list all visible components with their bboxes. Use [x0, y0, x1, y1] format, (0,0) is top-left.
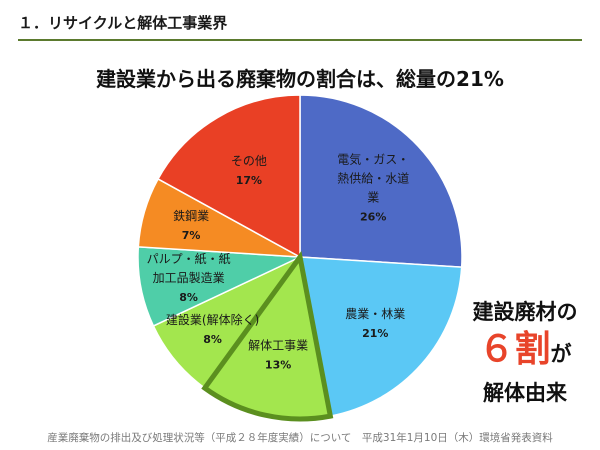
- pie-slice-label-6: その他 17%: [231, 154, 267, 187]
- pie-slice-label-0: 電気・ガス・熱供給・水道業 26%: [337, 152, 409, 224]
- callout-line3: 解体由来: [483, 381, 567, 405]
- callout-box: 建設廃材の ６割が 解体由来: [455, 298, 595, 408]
- pie-slice-name-1-0: 農業・林業: [345, 307, 405, 321]
- chart-title: 建設業から出る廃棄物の割合は、総量の21%: [96, 67, 504, 91]
- pie-slice-name-4-1: 加工品製造業: [153, 271, 225, 285]
- pie-slice-name-2-0: 解体工事業: [248, 339, 308, 353]
- pie-slice-0: [299, 94, 463, 268]
- callout-suffix: が: [550, 342, 572, 366]
- pie-slice-highlight-outline: [201, 250, 334, 422]
- pie-slice-value-1: 21%: [362, 327, 388, 340]
- pie-slice-label-3: 建設業(解体除く) 8%: [166, 312, 259, 346]
- pie-slice-6: [157, 94, 301, 259]
- pie-slice-1: [299, 256, 463, 418]
- source-note: 産業廃棄物の排出及び処理状況等（平成２８年度実績）について 平成31年1月10日…: [47, 432, 553, 444]
- pie-slice-name-6-0: その他: [231, 154, 267, 168]
- callout-line2: ６割が: [455, 330, 595, 376]
- callout-line1: 建設廃材の: [472, 300, 578, 324]
- pie-slice-label-5: 鉄鋼業 7%: [173, 208, 209, 242]
- pie-slice-name-0-0: 電気・ガス・: [337, 152, 409, 167]
- pie-slice-name-3-0: 建設業(解体除く): [166, 312, 259, 327]
- pie-slice-labels: 電気・ガス・熱供給・水道業 26% 農業・林業 21% 解体工事業 13% 建設業(解体除く…: [147, 152, 410, 372]
- pie-slice-label-4: パルプ・紙・紙加工品製造業 8%: [147, 251, 231, 304]
- pie-slice-value-4: 8%: [179, 291, 198, 304]
- pie-slice-value-0: 26%: [360, 211, 386, 224]
- pie-slice-name-4-0: パルプ・紙・紙: [147, 251, 231, 266]
- pie-slice-value-3: 8%: [203, 333, 222, 346]
- section-heading: １．リサイクルと解体工事業界: [18, 12, 582, 41]
- pie-slice-value-6: 17%: [236, 174, 262, 187]
- pie-slice-name-0-2: 業: [367, 191, 379, 205]
- pie-slice-name-0-1: 熱供給・水道: [337, 172, 409, 186]
- pie-slice-value-5: 7%: [182, 229, 201, 242]
- pie-slice-label-2: 解体工事業 13%: [248, 339, 308, 372]
- pie-slice-label-1: 農業・林業 21%: [345, 307, 405, 340]
- pie-slices: [137, 94, 463, 422]
- pie-slice-value-2: 13%: [265, 359, 291, 372]
- callout-big-text: ６割: [478, 329, 551, 370]
- pie-slice-name-5-0: 鉄鋼業: [173, 208, 209, 223]
